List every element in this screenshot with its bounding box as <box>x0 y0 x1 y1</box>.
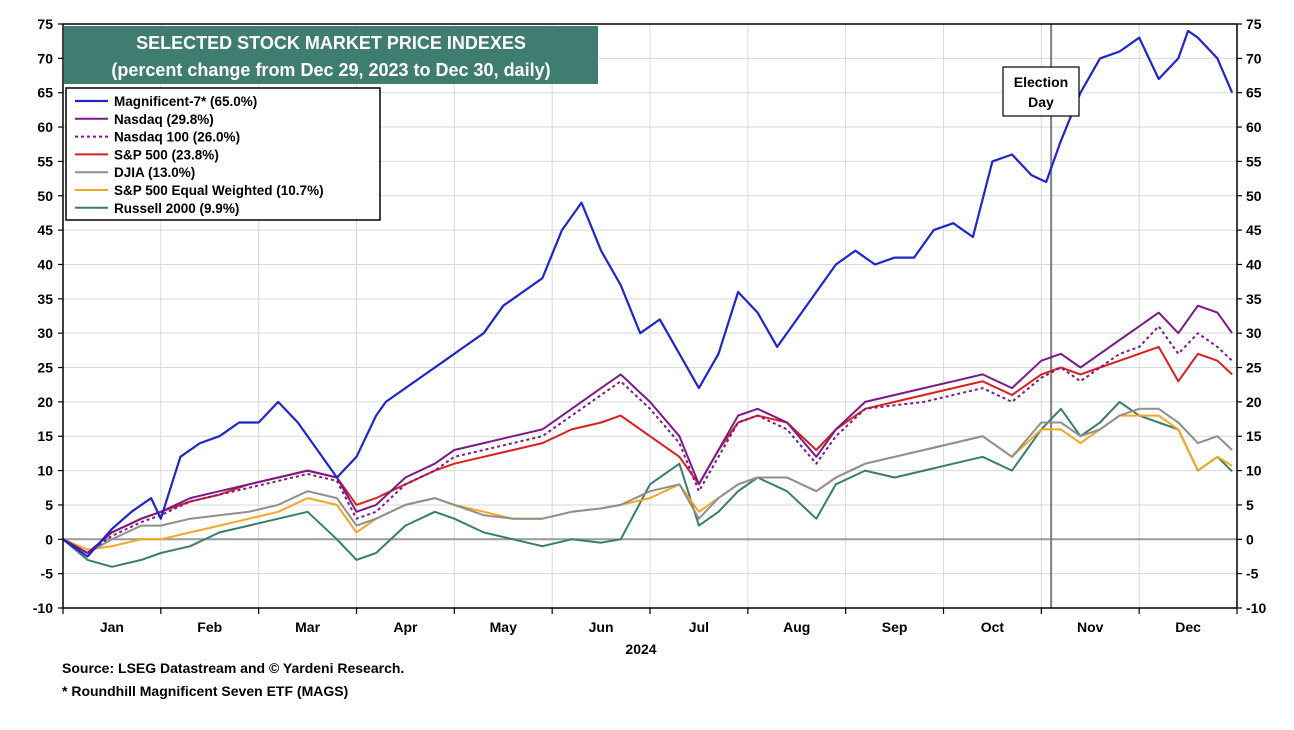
series-line-magnificent-7 <box>62 29 1234 558</box>
y-tick-label-right: 45 <box>1246 222 1262 238</box>
y-tick-label-left: 20 <box>37 394 53 410</box>
y-tick-label-right: 10 <box>1246 463 1262 479</box>
y-tick-label-right: 20 <box>1246 394 1262 410</box>
x-axis-label: 2024 <box>625 641 656 657</box>
x-tick-label-jan: Jan <box>100 619 124 635</box>
y-tick-label-left: 15 <box>37 428 53 444</box>
y-tick-label-left: 50 <box>37 188 53 204</box>
y-tick-label-right: 35 <box>1246 291 1262 307</box>
election-label-line1: Election <box>1014 74 1068 90</box>
chart-title: SELECTED STOCK MARKET PRICE INDEXES <box>136 33 526 53</box>
x-tick-label-nov: Nov <box>1077 619 1104 635</box>
y-tick-label-right: 70 <box>1246 50 1262 66</box>
y-tick-label-left: 60 <box>37 119 53 135</box>
legend-entry: Magnificent-7* (65.0%) <box>114 94 257 109</box>
series-line-nasdaq-100 <box>62 325 1233 554</box>
x-axis: Jan Feb Mar Apr May Jun Jul Aug Sep Oct Nov Dec <box>62 608 1238 635</box>
y-axis-left: -10 -5 0 5 10 15 20 25 30 35 40 45 50 55 60 65 70 75 <box>33 16 63 616</box>
x-tick-label-aug: Aug <box>783 619 810 635</box>
y-tick-label-right: -10 <box>1246 600 1266 616</box>
y-tick-label-right: 5 <box>1246 497 1254 513</box>
legend-entry: S&P 500 Equal Weighted (10.7%) <box>114 183 324 198</box>
y-tick-label-right: 30 <box>1246 325 1262 341</box>
y-tick-label-left: 70 <box>37 50 53 66</box>
footnote: * Roundhill Magnificent Seven ETF (MAGS) <box>62 683 349 699</box>
y-tick-label-right: 40 <box>1246 256 1262 272</box>
y-tick-label-left: -10 <box>33 600 53 616</box>
y-tick-label-left: 40 <box>37 256 53 272</box>
x-tick-label-feb: Feb <box>197 619 222 635</box>
source-note: Source: LSEG Datastream and © Yardeni Re… <box>62 660 405 676</box>
y-tick-label-left: -5 <box>41 566 54 582</box>
chart-subtitle: (percent change from Dec 29, 2023 to Dec… <box>111 60 550 80</box>
y-tick-label-right: 15 <box>1246 428 1262 444</box>
series-lines <box>62 29 1234 568</box>
x-tick-label-mar: Mar <box>295 619 320 635</box>
series-line-s-p-500-equal-weighted <box>62 414 1233 551</box>
y-tick-label-right: 60 <box>1246 119 1262 135</box>
y-tick-label-left: 0 <box>45 531 53 547</box>
y-tick-label-left: 65 <box>37 85 53 101</box>
y-tick-label-left: 55 <box>37 153 53 169</box>
y-tick-label-right: 0 <box>1246 531 1254 547</box>
x-tick-label-may: May <box>490 619 517 635</box>
y-tick-label-left: 30 <box>37 325 53 341</box>
x-tick-label-sep: Sep <box>882 619 908 635</box>
y-tick-label-left: 5 <box>45 497 53 513</box>
y-tick-label-left: 45 <box>37 222 53 238</box>
election-day-annotation: Election Day <box>1002 66 1080 117</box>
legend: Magnificent-7* (65.0%) Nasdaq (29.8%) Nasd… <box>65 87 381 221</box>
y-tick-label-left: 75 <box>37 16 53 32</box>
y-tick-label-left: 25 <box>37 360 53 376</box>
x-tick-label-jul: Jul <box>689 619 709 635</box>
x-tick-label-jun: Jun <box>589 619 614 635</box>
y-tick-label-right: 55 <box>1246 153 1262 169</box>
x-tick-label-oct: Oct <box>981 619 1005 635</box>
legend-entry: Nasdaq 100 (26.0%) <box>114 130 240 145</box>
legend-entry: S&P 500 (23.8%) <box>114 147 219 162</box>
series-line-nasdaq <box>62 304 1233 554</box>
x-tick-label-dec: Dec <box>1175 619 1201 635</box>
y-tick-label-right: -5 <box>1246 566 1259 582</box>
y-tick-label-right: 65 <box>1246 85 1262 101</box>
x-tick-label-apr: Apr <box>393 619 418 635</box>
election-label-line2: Day <box>1028 94 1054 110</box>
y-tick-label-right: 75 <box>1246 16 1262 32</box>
legend-entry: Nasdaq (29.8%) <box>114 112 214 127</box>
y-tick-label-left: 10 <box>37 463 53 479</box>
title-box: SELECTED STOCK MARKET PRICE INDEXES (per… <box>64 26 598 84</box>
y-tick-label-left: 35 <box>37 291 53 307</box>
legend-entry: Russell 2000 (9.9%) <box>114 201 239 216</box>
y-tick-label-right: 25 <box>1246 360 1262 376</box>
legend-entry: DJIA (13.0%) <box>114 165 195 180</box>
series-line-russell-2000 <box>62 400 1233 568</box>
y-axis-right: -10 -5 0 5 10 15 20 25 30 35 40 45 50 55 60 65 70 75 <box>1237 16 1266 616</box>
series-line-djia <box>62 407 1233 554</box>
y-tick-label-right: 50 <box>1246 188 1262 204</box>
